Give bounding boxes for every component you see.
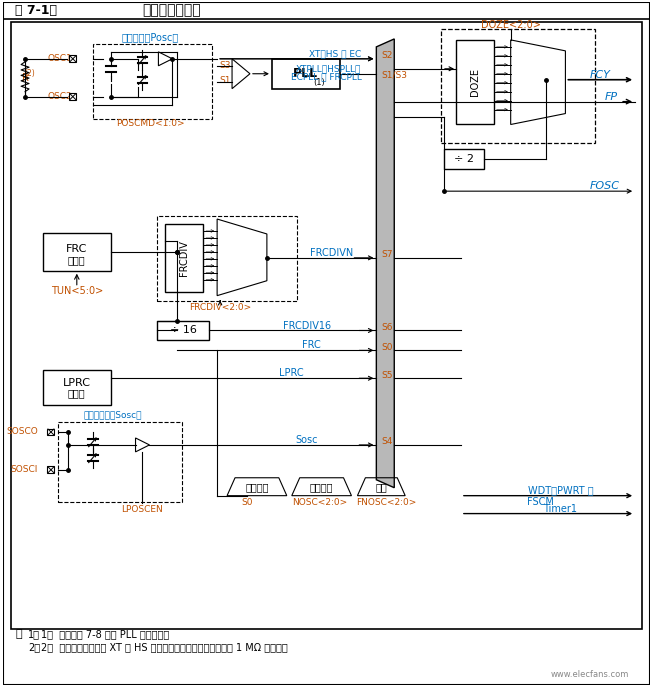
Text: FOSC: FOSC — [590, 181, 620, 191]
Bar — [43, 233, 110, 271]
Text: (2): (2) — [25, 69, 35, 78]
Bar — [157, 216, 297, 300]
Text: DOZE: DOZE — [470, 68, 480, 96]
Text: XT、HS 和 EC: XT、HS 和 EC — [309, 49, 361, 58]
Text: 注: 注 — [15, 629, 21, 639]
Text: SOSCO: SOSCO — [6, 427, 38, 436]
Text: FRCDIV<2:0>: FRCDIV<2:0> — [189, 303, 252, 312]
Text: 时钟切换: 时钟切换 — [310, 482, 333, 492]
Text: 2：: 2： — [28, 642, 40, 652]
Text: Timer1: Timer1 — [543, 504, 577, 514]
Text: S1: S1 — [219, 76, 231, 85]
Text: S6: S6 — [382, 323, 393, 332]
Text: 复位: 复位 — [376, 482, 387, 492]
Bar — [93, 44, 212, 119]
Bar — [11, 22, 642, 629]
Bar — [272, 59, 339, 88]
Text: FRCDIV: FRCDIV — [179, 240, 189, 276]
Text: 时钟故障: 时钟故障 — [245, 482, 268, 492]
Text: 振荡器: 振荡器 — [68, 388, 86, 398]
Bar — [456, 40, 494, 124]
Text: FRC: FRC — [66, 244, 88, 254]
Bar — [43, 370, 110, 405]
Bar — [157, 320, 209, 340]
Text: WDT、PWRT 和: WDT、PWRT 和 — [528, 485, 593, 495]
Text: XTPLL、HSPLL、: XTPLL、HSPLL、 — [296, 64, 361, 73]
Text: FSCM: FSCM — [527, 497, 554, 507]
Text: 1：  请参见图 7-8 了解 PLL 详细信息。: 1： 请参见图 7-8 了解 PLL 详细信息。 — [41, 629, 169, 639]
Text: SOSCI: SOSCI — [10, 465, 38, 474]
Text: TUN<5:0>: TUN<5:0> — [51, 285, 103, 296]
Bar — [441, 29, 595, 143]
Text: OSC2: OSC2 — [47, 92, 72, 101]
Polygon shape — [376, 39, 395, 488]
Bar — [70, 56, 76, 62]
Text: FRCDIV16: FRCDIV16 — [283, 320, 331, 331]
Text: ÷ 16: ÷ 16 — [170, 325, 197, 335]
Text: LPRC: LPRC — [280, 368, 304, 378]
Text: S1/S3: S1/S3 — [382, 70, 408, 80]
Text: DOZE<2:0>: DOZE<2:0> — [481, 20, 541, 30]
Bar — [165, 224, 203, 292]
Text: FRC: FRC — [302, 340, 321, 351]
Text: FP: FP — [605, 92, 618, 102]
Text: LPOSCEN: LPOSCEN — [122, 505, 163, 514]
Bar — [47, 466, 55, 473]
Text: 2：  如果对振荡器使用 XT 或 HS 模式，则必须在外部并联阻值为 1 MΩ 的电阻。: 2： 如果对振荡器使用 XT 或 HS 模式，则必须在外部并联阻值为 1 MΩ … — [41, 642, 288, 652]
Text: FRCDIVN: FRCDIVN — [310, 248, 353, 258]
Text: 图 7-1：: 图 7-1： — [15, 3, 57, 16]
Text: S0: S0 — [241, 498, 253, 507]
Text: PLL: PLL — [293, 67, 318, 80]
Text: ÷ 2: ÷ 2 — [454, 154, 474, 165]
Bar — [58, 422, 182, 501]
Text: FNOSC<2:0>: FNOSC<2:0> — [356, 498, 417, 507]
Text: 辅助振荡器（Sosc）: 辅助振荡器（Sosc） — [83, 410, 142, 420]
Text: OSC1: OSC1 — [47, 54, 72, 63]
Text: 1：: 1： — [28, 629, 40, 639]
Bar — [70, 93, 76, 100]
Text: FCY: FCY — [590, 70, 610, 80]
Text: www.elecfans.com: www.elecfans.com — [551, 670, 629, 679]
Text: NOSC<2:0>: NOSC<2:0> — [292, 498, 347, 507]
Text: S5: S5 — [382, 370, 393, 380]
Bar — [444, 150, 484, 169]
Text: S4: S4 — [382, 438, 393, 447]
Text: S7: S7 — [382, 250, 393, 259]
Text: S2: S2 — [382, 51, 393, 60]
Text: (1): (1) — [314, 78, 326, 87]
Text: 振荡器系统框图: 振荡器系统框图 — [142, 3, 201, 17]
Bar — [47, 429, 55, 436]
Text: S0: S0 — [382, 343, 393, 352]
Text: POSCMD<1:0>: POSCMD<1:0> — [116, 119, 185, 128]
Text: Sosc: Sosc — [296, 435, 318, 445]
Text: 主振荡器（Posc）: 主振荡器（Posc） — [122, 32, 179, 42]
Text: S3: S3 — [219, 61, 231, 70]
Text: R: R — [21, 73, 29, 83]
Text: ECPLL 和 FRCPLL: ECPLL 和 FRCPLL — [291, 72, 361, 81]
Text: LPRC: LPRC — [63, 378, 91, 388]
Text: 振荡器: 振荡器 — [68, 255, 86, 265]
